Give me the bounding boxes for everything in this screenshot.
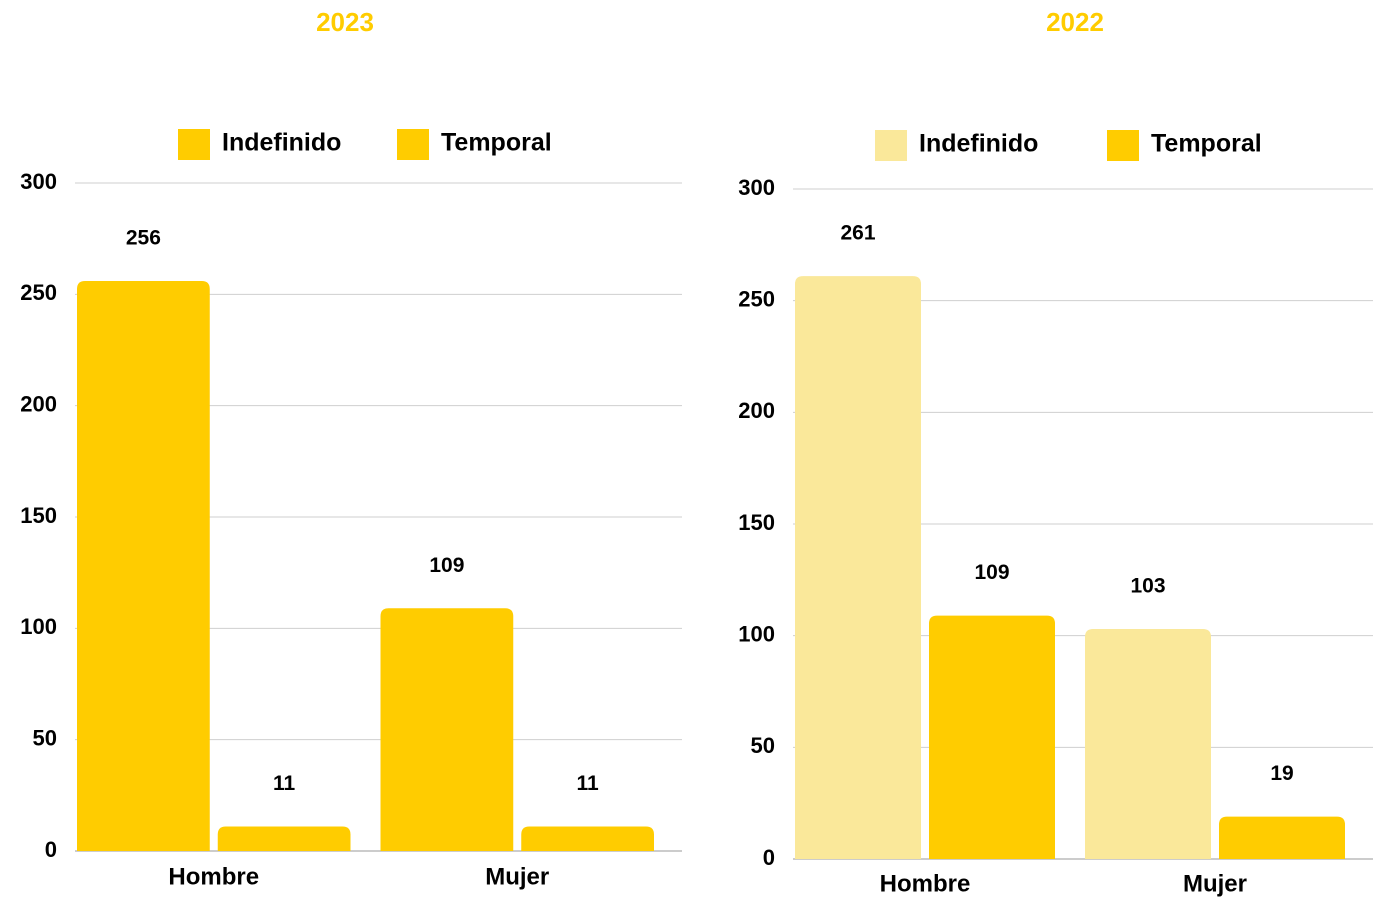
y-tick-label: 150 [738, 510, 775, 535]
y-tick-label: 200 [20, 391, 57, 416]
legend-swatch [397, 129, 429, 160]
chart-title: 2023 [316, 7, 374, 37]
bar [380, 608, 514, 851]
data-label: 109 [974, 561, 1009, 584]
data-label: 109 [429, 554, 464, 577]
bar [77, 280, 210, 851]
legend-label: Indefinido [222, 129, 341, 157]
data-label: 11 [577, 772, 600, 795]
data-label: 103 [1130, 575, 1165, 598]
y-tick-label: 150 [20, 503, 57, 528]
legend-swatch [875, 130, 907, 161]
legend-label: Indefinido [919, 130, 1038, 158]
y-tick-label: 250 [738, 286, 775, 311]
bar [1085, 628, 1211, 859]
bar [795, 276, 921, 860]
data-label: 19 [1270, 762, 1293, 785]
y-tick-label: 250 [20, 280, 57, 305]
y-tick-label: 0 [763, 845, 775, 870]
y-tick-label: 300 [738, 175, 775, 200]
legend-label: Temporal [441, 129, 552, 157]
bar [217, 826, 351, 851]
bar [929, 615, 1055, 859]
data-label: 256 [126, 227, 161, 250]
chart-title: 2022 [1046, 7, 1104, 37]
x-tick-label: Hombre [168, 863, 259, 890]
legend-swatch [178, 129, 210, 160]
y-tick-label: 50 [751, 733, 775, 758]
y-tick-label: 100 [738, 621, 775, 646]
x-tick-label: Hombre [880, 870, 971, 897]
y-tick-label: 0 [45, 837, 57, 862]
bar [1219, 816, 1345, 859]
legend-swatch [1107, 130, 1139, 161]
y-tick-label: 200 [738, 398, 775, 423]
bar [521, 826, 654, 851]
data-label: 11 [273, 772, 296, 795]
y-tick-label: 100 [20, 614, 57, 639]
x-tick-label: Mujer [485, 863, 549, 890]
legend-label: Temporal [1151, 130, 1262, 158]
x-tick-label: Mujer [1183, 870, 1247, 897]
y-tick-label: 50 [33, 725, 57, 750]
y-tick-label: 300 [20, 169, 57, 194]
data-label: 261 [840, 222, 875, 245]
